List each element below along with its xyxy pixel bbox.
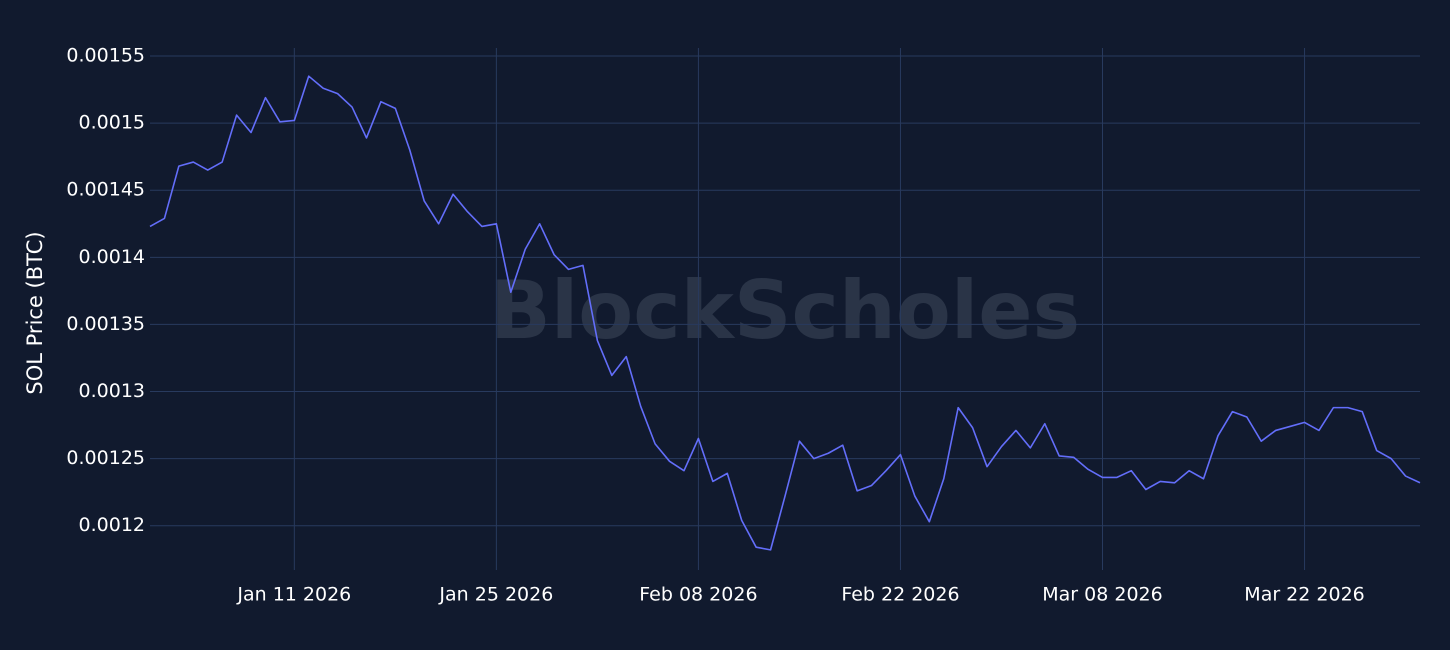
y-tick-label: 0.00125 <box>66 447 145 469</box>
line-series <box>149 75 1421 551</box>
x-tick-label: Feb 08 2026 <box>639 584 757 606</box>
y-tick-label: 0.00145 <box>66 179 145 201</box>
y-tick-label: 0.0014 <box>79 246 145 268</box>
y-tick-label: 0.0015 <box>79 112 145 134</box>
y-axis-label: SOL Price (BTC) <box>23 231 47 394</box>
y-tick-label: 0.0013 <box>79 380 145 402</box>
y-tick-label: 0.0012 <box>79 514 145 536</box>
x-tick-label: Mar 08 2026 <box>1042 584 1162 606</box>
x-tick-label: Jan 11 2026 <box>236 584 351 606</box>
x-tick-label: Feb 22 2026 <box>841 584 959 606</box>
y-tick-label: 0.00155 <box>66 45 145 67</box>
watermark: BlockScholes <box>490 264 1080 357</box>
x-tick-label: Jan 25 2026 <box>438 584 553 606</box>
x-tick-label: Mar 22 2026 <box>1244 584 1364 606</box>
y-tick-label: 0.00135 <box>66 313 145 335</box>
